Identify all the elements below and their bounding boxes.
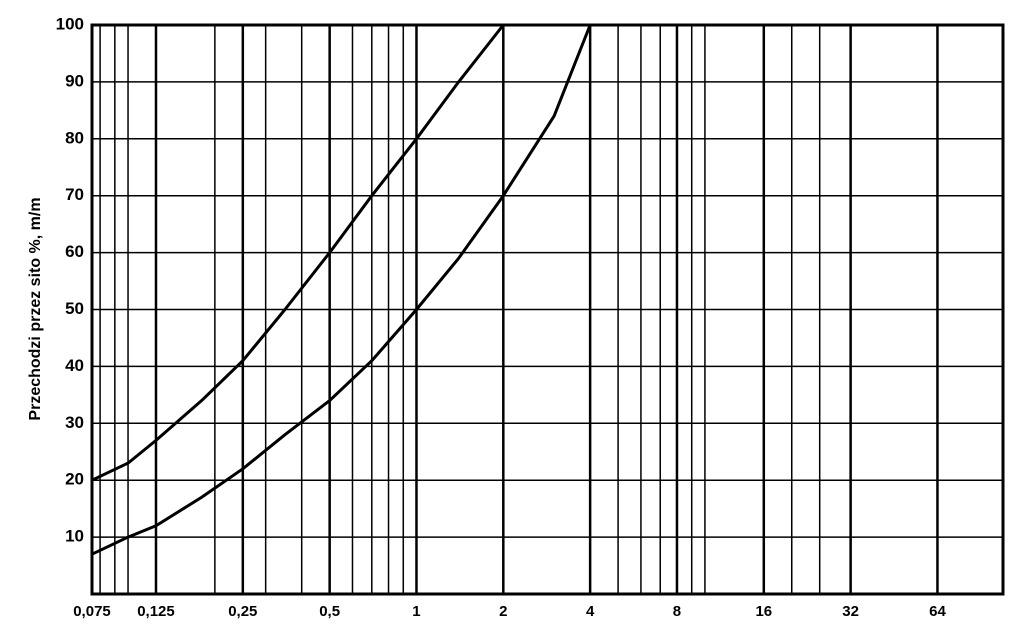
y-axis-label: Przechodzi przez sito %, m/m — [27, 197, 44, 420]
curve — [91, 24, 505, 482]
y-tick-label: 100 — [56, 14, 84, 33]
y-tick-label: 90 — [65, 71, 84, 90]
x-tick-label: 2 — [499, 603, 507, 620]
x-tick-label: 0,5 — [319, 603, 340, 620]
x-tick-label: 1 — [412, 603, 420, 620]
y-tick-label: 70 — [65, 185, 84, 204]
y-tick-label: 40 — [65, 356, 84, 375]
y-tick-label: 60 — [65, 242, 84, 261]
x-tick-label: 16 — [755, 603, 772, 620]
y-tick-label: 20 — [65, 470, 84, 489]
x-tick-label: 8 — [673, 603, 681, 620]
x-tick-label: 64 — [929, 603, 946, 620]
x-tick-label: 4 — [586, 603, 595, 620]
x-tick-label: 32 — [842, 603, 859, 620]
y-tick-label: 30 — [65, 413, 84, 432]
y-tick-label: 80 — [65, 128, 84, 147]
y-tick-label: 10 — [65, 527, 84, 546]
y-tick-label: 50 — [65, 299, 84, 318]
curve — [91, 24, 592, 556]
x-tick-label: 0,075 — [73, 603, 111, 620]
x-tick-label: 0,25 — [228, 603, 257, 620]
x-tick-label: 0,125 — [137, 603, 175, 620]
